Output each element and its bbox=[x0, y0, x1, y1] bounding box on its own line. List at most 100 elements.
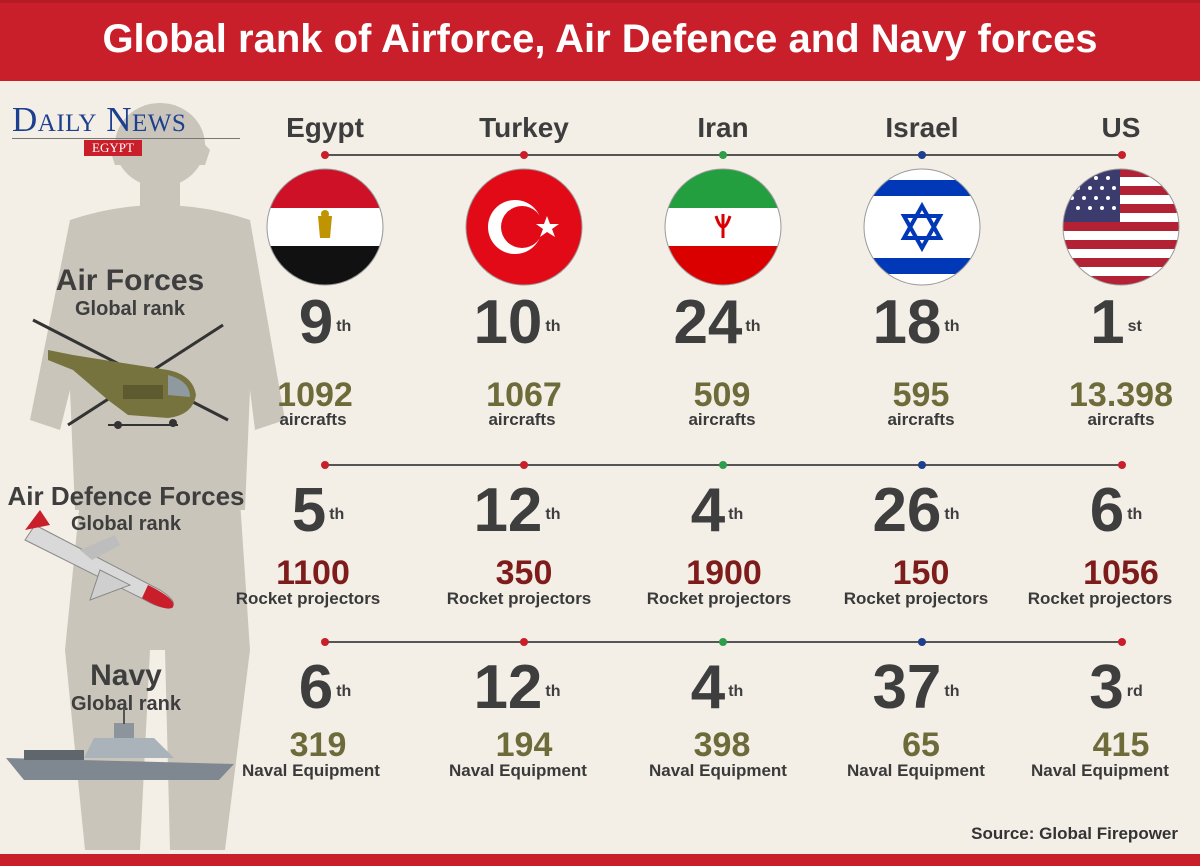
air-rank-value: 10 bbox=[473, 288, 543, 357]
naval-label-iran: Naval Equipment bbox=[649, 761, 787, 780]
naval-label-egypt: Naval Equipment bbox=[242, 761, 380, 780]
navy-rank-value: 12 bbox=[473, 653, 543, 722]
naval-us: 415 bbox=[1092, 726, 1150, 764]
navy-rank-suffix: th bbox=[944, 683, 960, 700]
rockets-us: 1056 bbox=[1083, 554, 1159, 592]
defence-rank-suffix: th bbox=[1127, 506, 1143, 523]
defence-rank-value: 6 bbox=[1089, 476, 1125, 545]
rockets-label-us: Rocket projectors bbox=[1027, 589, 1173, 608]
egypt-flag-icon bbox=[266, 168, 384, 286]
defence-rank-value: 26 bbox=[872, 476, 942, 545]
rockets-label-egypt: Rocket projectors bbox=[235, 589, 381, 608]
ship-icon bbox=[6, 708, 234, 780]
defence-rank-value: 12 bbox=[473, 476, 543, 545]
air-rank-suffix: st bbox=[1127, 318, 1142, 335]
navy-rank-suffix: th bbox=[545, 683, 561, 700]
air-defence-heading: Air Defence Forces Global rank bbox=[0, 480, 252, 536]
air-rank-value: 1 bbox=[1090, 288, 1125, 357]
navy-rank-suffix: rd bbox=[1126, 683, 1143, 700]
defence-rank-suffix: th bbox=[329, 506, 345, 523]
logo-sub: EGYPT bbox=[84, 140, 142, 156]
rockets-turkey: 350 bbox=[495, 554, 553, 592]
iran-flag-icon bbox=[664, 168, 782, 286]
navy-rank-suffix: th bbox=[728, 683, 744, 700]
us-flag-icon bbox=[1062, 168, 1180, 286]
navy-rank-suffix: th bbox=[336, 683, 352, 700]
air-rank-suffix: th bbox=[545, 318, 561, 335]
aircrafts-turkey: 1067 bbox=[486, 376, 562, 414]
air-forces-heading: Air Forces Global rank bbox=[30, 265, 230, 321]
country-name-egypt: Egypt bbox=[286, 112, 364, 143]
aircrafts-label-israel: aircrafts bbox=[887, 410, 955, 429]
aircrafts-label-us: aircrafts bbox=[1087, 410, 1155, 429]
aircrafts-us: 13.398 bbox=[1069, 376, 1173, 414]
air-defence-title: Air Defence Forces bbox=[7, 481, 245, 511]
aircrafts-label-iran: aircrafts bbox=[688, 410, 756, 429]
naval-israel: 65 bbox=[902, 726, 940, 764]
air-forces-subtitle: Global rank bbox=[74, 298, 186, 320]
air-rank-value: 18 bbox=[872, 288, 942, 357]
air-rank-value: 24 bbox=[673, 288, 743, 357]
defence-rank-value: 4 bbox=[690, 476, 726, 545]
helicopter-icon bbox=[32, 318, 229, 429]
country-name-israel: Israel bbox=[885, 112, 959, 143]
page-title: Global rank of Airforce, Air Defence and… bbox=[102, 17, 1098, 61]
air-forces-title: Air Forces bbox=[55, 264, 205, 297]
navy-rank-value: 37 bbox=[872, 653, 942, 722]
defence-rank-value: 5 bbox=[291, 476, 327, 545]
turkey-flag-icon bbox=[465, 168, 583, 286]
navy-title: Navy bbox=[90, 659, 162, 692]
rockets-egypt: 1100 bbox=[276, 554, 350, 592]
rockets-israel: 150 bbox=[892, 554, 950, 592]
rockets-label-iran: Rocket projectors bbox=[646, 589, 792, 608]
air-defence-subtitle: Global rank bbox=[70, 513, 182, 535]
aircrafts-egypt: 1092 bbox=[277, 376, 353, 414]
navy-heading: Navy Global rank bbox=[26, 660, 226, 716]
daily-news-logo: Daily News EGYPT bbox=[12, 102, 242, 157]
defence-rank-suffix: th bbox=[944, 506, 960, 523]
israel-flag-icon bbox=[863, 168, 981, 286]
air-rank-suffix: th bbox=[944, 318, 960, 335]
country-name-turkey: Turkey bbox=[479, 112, 569, 143]
header-banner: Global rank of Airforce, Air Defence and… bbox=[0, 0, 1200, 81]
naval-iran: 398 bbox=[693, 726, 751, 764]
aircrafts-label-egypt: aircrafts bbox=[279, 410, 347, 429]
aircrafts-iran: 509 bbox=[693, 376, 751, 414]
rockets-label-israel: Rocket projectors bbox=[843, 589, 989, 608]
aircrafts-israel: 595 bbox=[892, 376, 950, 414]
aircrafts-label-turkey: aircrafts bbox=[488, 410, 556, 429]
defence-rank-suffix: th bbox=[545, 506, 561, 523]
naval-label-us: Naval Equipment bbox=[1031, 761, 1169, 780]
logo-name: Daily News bbox=[12, 100, 187, 139]
source-credit: Source: Global Firepower bbox=[971, 824, 1178, 843]
navy-rank-value: 3 bbox=[1089, 653, 1124, 722]
naval-egypt: 319 bbox=[289, 726, 347, 764]
footer-bar bbox=[0, 854, 1200, 866]
missile-icon bbox=[24, 510, 174, 609]
naval-label-turkey: Naval Equipment bbox=[449, 761, 587, 780]
navy-rank-value: 6 bbox=[298, 653, 334, 722]
air-rank-suffix: th bbox=[745, 318, 761, 335]
navy-rank-value: 4 bbox=[690, 653, 726, 722]
country-name-iran: Iran bbox=[697, 112, 749, 143]
air-rank-suffix: th bbox=[336, 318, 352, 335]
rockets-iran: 1900 bbox=[686, 554, 762, 592]
defence-rank-suffix: th bbox=[728, 506, 744, 523]
navy-subtitle: Global rank bbox=[70, 693, 182, 715]
air-rank-value: 9 bbox=[298, 288, 334, 357]
